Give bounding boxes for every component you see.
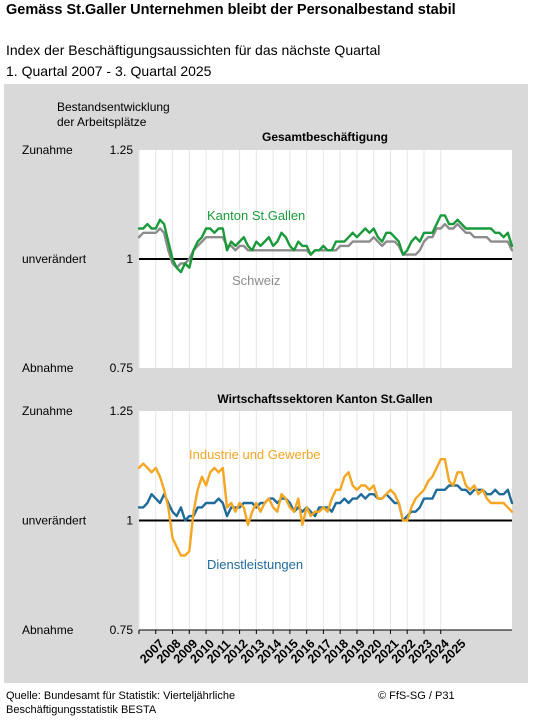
y-category-label: unverändert	[22, 252, 87, 266]
y-category-label: Abnahme	[22, 623, 74, 637]
source-line-1: Quelle: Bundesamt für Statistik: Viertel…	[6, 690, 236, 702]
y-category-label: unverändert	[22, 514, 87, 528]
series-label: Kanton St.Gallen	[207, 208, 305, 223]
y-axis-title-line-2: der Arbeitsplätze	[57, 115, 147, 129]
y-category-label: Zunahme	[22, 143, 73, 157]
y-tick-label: 1	[126, 252, 133, 266]
y-tick-label: 1	[126, 514, 133, 528]
y-category-label: Zunahme	[22, 404, 73, 418]
series-label: Dienstleistungen	[207, 557, 303, 572]
series-line-dienstleistungen	[137, 484, 514, 522]
y-axis-title-line-1: Bestandsentwicklung	[57, 100, 170, 114]
series-line-kanton-st-gallen	[137, 214, 514, 274]
y-tick-label: 0.75	[110, 623, 134, 637]
page-title: Gemäss St.Galler Unternehmen bleibt der …	[6, 2, 456, 18]
page-subtitle: Index der Beschäftigungsaussichten für d…	[6, 42, 381, 58]
series-label: Schweiz	[232, 273, 280, 288]
series-line-industrie-und-gewerbe	[137, 458, 514, 557]
series-label: Industrie und Gewerbe	[189, 447, 321, 462]
series-line-schweiz	[137, 222, 514, 269]
y-tick-label: 1.25	[110, 404, 134, 418]
y-category-label: Abnahme	[22, 361, 74, 375]
chart-title-1: Gesamtbeschäftigung	[262, 130, 388, 144]
y-tick-label: 1.25	[110, 143, 134, 157]
page-subtitle-period: 1. Quartal 2007 - 3. Quartal 2025	[6, 63, 212, 79]
source-line-2: Beschäftigungsstatistik BESTA	[6, 704, 157, 716]
chart-title-2: Wirtschaftssektoren Kanton St.Gallen	[217, 392, 432, 406]
copyright: © FfS-SG / P31	[378, 690, 455, 702]
y-tick-label: 0.75	[110, 361, 134, 375]
